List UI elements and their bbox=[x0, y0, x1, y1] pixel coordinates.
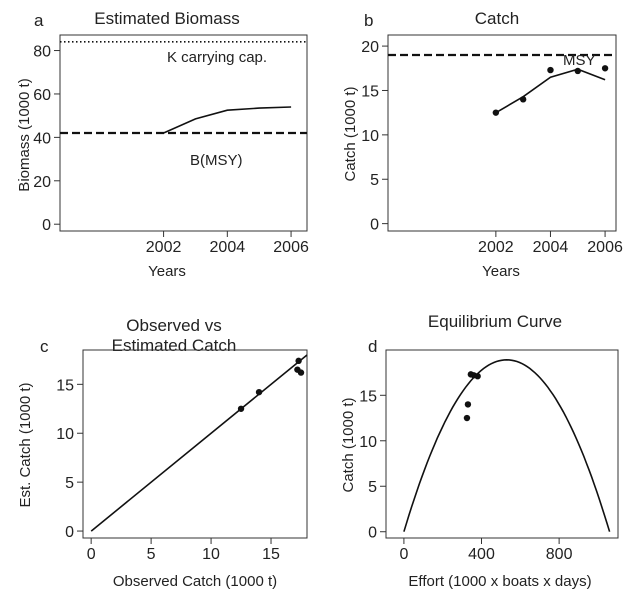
panel-c-ytick-label: 10 bbox=[56, 426, 74, 443]
panel-c: c Observed vs Estimated Catch 0 5 10 15 0 5 10… bbox=[17, 316, 308, 590]
panel-b-ytick-label: 10 bbox=[361, 128, 379, 145]
panel-b-plot-box bbox=[387, 34, 617, 232]
panel-b-xtick-label: 2004 bbox=[533, 239, 569, 256]
panel-d-ytick-label: 15 bbox=[359, 388, 377, 405]
panel-c-title-line-1: Observed vs bbox=[126, 316, 221, 335]
panel-a-ytick-label: 20 bbox=[33, 174, 51, 191]
panel-c-plot-box bbox=[82, 349, 308, 539]
panel-c-identity-line bbox=[90, 354, 308, 532]
panel-c-xtick-label: 5 bbox=[147, 546, 156, 563]
panel-d-xtick-label: 800 bbox=[546, 546, 573, 563]
panel-d-xlabel: Effort (1000 x boats x days) bbox=[408, 573, 591, 590]
panel-a-ylabel: Biomass (1000 t) bbox=[16, 78, 33, 191]
panel-a-bmsy-label: B(MSY) bbox=[190, 152, 243, 169]
panel-d-title: Equilibrium Curve bbox=[428, 312, 562, 331]
panel-c-point bbox=[237, 405, 245, 412]
panel-a-ytick-label: 0 bbox=[42, 217, 51, 234]
panel-a-ytick-label: 40 bbox=[33, 130, 51, 147]
panel-c-ytick-label: 15 bbox=[56, 377, 74, 394]
panel-c-xtick-label: 0 bbox=[87, 546, 96, 563]
panel-d-plot-box bbox=[385, 349, 619, 539]
panel-c-title-line-2: Estimated Catch bbox=[112, 336, 237, 355]
panel-c-xtick-label: 15 bbox=[262, 546, 280, 563]
panel-a-ytick-label: 60 bbox=[33, 87, 51, 104]
panel-c-point bbox=[255, 388, 263, 396]
panel-b-observed-point bbox=[574, 67, 581, 75]
panel-c-xlabel: Observed Catch (1000 t) bbox=[113, 573, 277, 590]
panel-d-ytick-label: 5 bbox=[368, 479, 377, 496]
panel-a-xtick-label: 2006 bbox=[273, 239, 309, 256]
panel-b-letter: b bbox=[364, 11, 373, 30]
panel-d-equilibrium-curve bbox=[403, 358, 611, 532]
panel-a-xtick-label: 2004 bbox=[210, 239, 246, 256]
panel-b-observed-point bbox=[492, 109, 500, 116]
panel-b: b Catch 2002 2004 2006 0 5 10 15 20 MSY Years C… bbox=[342, 9, 623, 280]
panel-d-letter: d bbox=[368, 337, 377, 356]
panel-d-point bbox=[474, 372, 481, 380]
panel-d-xtick-label: 400 bbox=[468, 546, 495, 563]
panel-b-msy-label: MSY bbox=[563, 52, 596, 69]
panel-b-observed-point bbox=[519, 96, 527, 103]
panel-d-point bbox=[464, 401, 472, 408]
panel-a-k-label: K carrying cap. bbox=[167, 49, 267, 66]
panel-c-ylabel: Est. Catch (1000 t) bbox=[17, 382, 34, 507]
panel-a-title: Estimated Biomass bbox=[94, 9, 240, 28]
panel-b-observed-point bbox=[601, 65, 609, 72]
panel-b-xtick-label: 2006 bbox=[587, 239, 623, 256]
panel-a: a Estimated Biomass 2002 2004 2006 0 20 40 60 8… bbox=[16, 9, 309, 280]
panel-b-ytick-label: 15 bbox=[361, 83, 379, 100]
panel-d-point bbox=[463, 414, 471, 422]
panel-d-ytick-label: 0 bbox=[368, 525, 377, 542]
panel-c-ytick-label: 5 bbox=[65, 475, 74, 492]
panel-b-estimated-line bbox=[495, 68, 606, 114]
panel-c-point bbox=[295, 357, 302, 365]
panel-c-point bbox=[297, 369, 305, 376]
panel-a-xlabel: Years bbox=[148, 263, 186, 280]
panel-b-xlabel: Years bbox=[482, 263, 520, 280]
panel-d: d Equilibrium Curve 0 400 800 0 5 10 15 Effort… bbox=[340, 312, 619, 590]
panel-b-title: Catch bbox=[475, 9, 519, 28]
panel-c-letter: c bbox=[40, 337, 49, 356]
panel-d-xtick-label: 0 bbox=[399, 546, 408, 563]
panel-b-ytick-label: 0 bbox=[370, 217, 379, 234]
panel-a-xtick-label: 2002 bbox=[146, 239, 182, 256]
panel-a-biomass-line bbox=[163, 106, 292, 134]
panel-d-ytick-label: 10 bbox=[359, 434, 377, 451]
panel-c-xtick-label: 10 bbox=[202, 546, 220, 563]
panel-a-letter: a bbox=[34, 11, 44, 30]
panel-b-observed-point bbox=[547, 66, 554, 74]
panel-d-ylabel: Catch (1000 t) bbox=[340, 397, 357, 492]
panel-b-xtick-label: 2002 bbox=[478, 239, 514, 256]
panel-b-ylabel: Catch (1000 t) bbox=[342, 86, 359, 181]
panel-b-ytick-label: 20 bbox=[361, 39, 379, 56]
panel-b-ytick-label: 5 bbox=[370, 172, 379, 189]
panel-a-ytick-label: 80 bbox=[33, 44, 51, 61]
panel-c-ytick-label: 0 bbox=[65, 524, 74, 541]
